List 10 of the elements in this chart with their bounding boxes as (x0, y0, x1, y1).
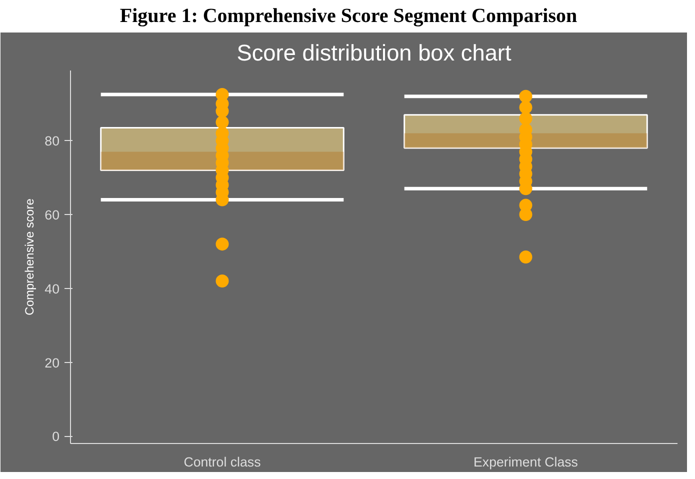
y-tick-label: 20 (44, 355, 60, 370)
y-tick-label: 60 (44, 208, 60, 223)
chart-subtitle: Score distribution box chart (236, 40, 512, 66)
y-tick-label: 40 (44, 281, 60, 296)
y-axis-title: Comprehensive score (22, 198, 37, 316)
y-tick-label: 0 (52, 429, 60, 444)
y-tick-label: 80 (44, 134, 60, 149)
x-tick-label: Control class (184, 454, 262, 470)
x-tick-label: Experiment Class (474, 454, 578, 470)
chart-title: Figure 1: Comprehensive Score Segment Comparison (120, 5, 578, 27)
